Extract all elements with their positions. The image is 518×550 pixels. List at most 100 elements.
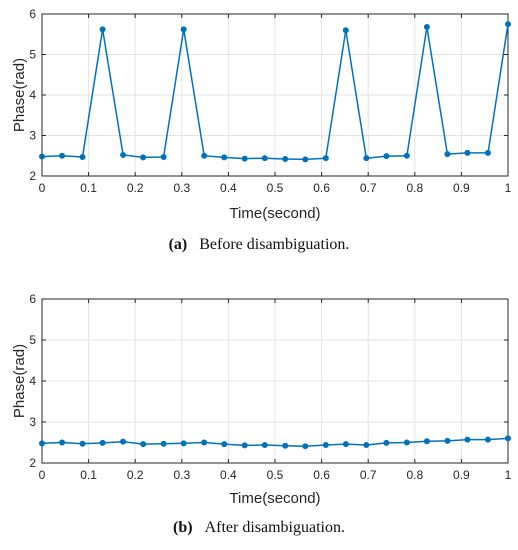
chart-a-data-point	[383, 153, 390, 160]
chart-b-data-point	[505, 435, 511, 442]
chart-b-y-ticks: 2 3 4 5 6	[29, 292, 508, 470]
chart-b-x-ticks: 0 0.1 0.2 0.3 0.4 0.5 0.6 0.7 0.8 0.9 1	[39, 299, 512, 482]
chart-b-data-point	[342, 441, 349, 448]
chart-a-y-axis-label: Phase(rad)	[11, 58, 28, 132]
chart-a-data-point	[322, 155, 329, 162]
chart-b-caption-letter: (b)	[173, 519, 193, 536]
chart-a-data-point	[484, 149, 491, 156]
chart-b-x-axis-label: Time(second)	[229, 490, 320, 507]
chart-a-data-point	[423, 23, 430, 30]
chart-panel-a: 0 0.1 0.2 0.3 0.4 0.5 0.6 0.7 0.8 0.9 1 2 3 4 5 6 Time…	[11, 7, 512, 253]
chart-a-data-point	[79, 153, 86, 160]
chart-b-data-point	[221, 441, 228, 448]
chart-b-x-tick-label: 0.3	[173, 468, 190, 482]
chart-b-caption-text: After disambiguation.	[205, 519, 345, 536]
chart-a-data-point	[201, 152, 208, 159]
chart-b-data-point	[79, 440, 86, 447]
chart-b-data-point	[241, 442, 248, 449]
chart-b-data-point	[261, 441, 268, 448]
chart-a-caption-letter: (a)	[169, 236, 188, 253]
chart-b-data-point	[201, 439, 208, 446]
chart-b-gridlines	[42, 299, 508, 463]
chart-b-x-tick-label: 0.4	[220, 468, 237, 482]
chart-b-series	[39, 435, 511, 450]
chart-a-y-ticks: 2 3 4 5 6	[29, 7, 508, 183]
chart-a-y-tick-label: 5	[29, 48, 36, 62]
chart-a-x-tick-label: 0.8	[406, 181, 423, 195]
chart-a-data-point	[39, 153, 45, 160]
chart-b-x-tick-label: 0.8	[406, 468, 423, 482]
chart-b-y-tick-label: 5	[29, 333, 36, 347]
chart-a-x-tick-label: 0.3	[173, 181, 190, 195]
chart-a-data-point	[59, 152, 66, 159]
chart-b-data-point	[160, 440, 167, 447]
chart-a-series-line	[41, 23, 509, 161]
chart-a-data-point	[342, 27, 349, 34]
chart-a-data-point	[282, 155, 289, 162]
chart-b-y-axis-label: Phase(rad)	[11, 344, 28, 418]
chart-b-data-point	[302, 443, 309, 450]
chart-b-data-point	[120, 438, 127, 445]
chart-b-data-point	[464, 436, 471, 443]
chart-a-data-point	[241, 155, 248, 162]
chart-panel-b: 0 0.1 0.2 0.3 0.4 0.5 0.6 0.7 0.8 0.9 1 2 3 4 5 6 Time…	[11, 292, 512, 536]
chart-b-data-point	[59, 439, 66, 446]
chart-b-y-tick-label: 4	[29, 374, 36, 388]
chart-a-caption-text: Before disambiguation.	[199, 236, 349, 253]
chart-a-series	[39, 21, 511, 163]
chart-a-x-ticks: 0 0.1 0.2 0.3 0.4 0.5 0.6 0.7 0.8 0.9 1	[39, 14, 512, 195]
chart-a-x-tick-label: 0.6	[313, 181, 330, 195]
chart-b-data-point	[39, 440, 45, 447]
chart-b-data-point	[484, 436, 491, 443]
chart-b-x-tick-label: 0.9	[453, 468, 470, 482]
chart-b-x-tick-label: 0.7	[360, 468, 377, 482]
chart-b-data-point	[180, 440, 187, 447]
chart-b-data-point	[383, 439, 390, 446]
chart-a-data-point	[261, 155, 268, 162]
chart-a-x-tick-label: 0.5	[267, 181, 284, 195]
chart-b-x-tick-label: 1	[505, 468, 512, 482]
chart-b-y-tick-label: 6	[29, 292, 36, 306]
chart-b-data-point	[322, 441, 329, 448]
chart-a-y-tick-label: 4	[29, 88, 36, 102]
chart-a-x-axis-label: Time(second)	[229, 205, 320, 222]
chart-a-caption: (a) Before disambiguation.	[169, 236, 350, 253]
chart-a-data-point	[120, 151, 127, 158]
chart-b-data-point	[423, 438, 430, 445]
chart-a-data-point	[403, 152, 410, 159]
chart-b-data-point	[403, 439, 410, 446]
chart-b-y-tick-label: 2	[29, 456, 36, 470]
chart-a-x-tick-label: 1	[505, 181, 512, 195]
chart-b-x-tick-label: 0.2	[127, 468, 144, 482]
chart-a-y-tick-label: 3	[29, 129, 36, 143]
chart-a-data-point	[160, 153, 167, 160]
chart-a-x-tick-label: 0	[39, 181, 46, 195]
chart-a-data-point	[363, 155, 370, 162]
chart-a-data-point	[505, 21, 511, 28]
chart-a-x-tick-label: 0.4	[220, 181, 237, 195]
chart-a-data-point	[302, 156, 309, 163]
chart-b-x-tick-label: 0.6	[313, 468, 330, 482]
chart-b-data-point	[444, 437, 451, 444]
chart-a-data-point	[180, 26, 187, 33]
chart-b-data-point	[282, 442, 289, 449]
chart-a-data-point	[99, 26, 106, 33]
chart-b-data-point	[363, 441, 370, 448]
chart-b-data-point	[99, 439, 106, 446]
chart-b-series-line	[41, 437, 509, 447]
chart-b-x-tick-label: 0.1	[80, 468, 97, 482]
chart-b-y-tick-label: 3	[29, 415, 36, 429]
chart-b-x-tick-label: 0.5	[267, 468, 284, 482]
chart-a-y-tick-label: 6	[29, 7, 36, 21]
chart-a-y-tick-label: 2	[29, 169, 36, 183]
chart-a-data-point	[140, 154, 147, 161]
chart-b-caption: (b) After disambiguation.	[173, 519, 345, 536]
chart-b-x-tick-label: 0	[39, 468, 46, 482]
chart-b-data-point	[140, 441, 147, 448]
chart-a-x-tick-label: 0.1	[80, 181, 97, 195]
chart-a-data-point	[444, 151, 451, 158]
chart-a-x-tick-label: 0.7	[360, 181, 377, 195]
chart-a-x-tick-label: 0.9	[453, 181, 470, 195]
chart-a-data-point	[221, 154, 228, 161]
